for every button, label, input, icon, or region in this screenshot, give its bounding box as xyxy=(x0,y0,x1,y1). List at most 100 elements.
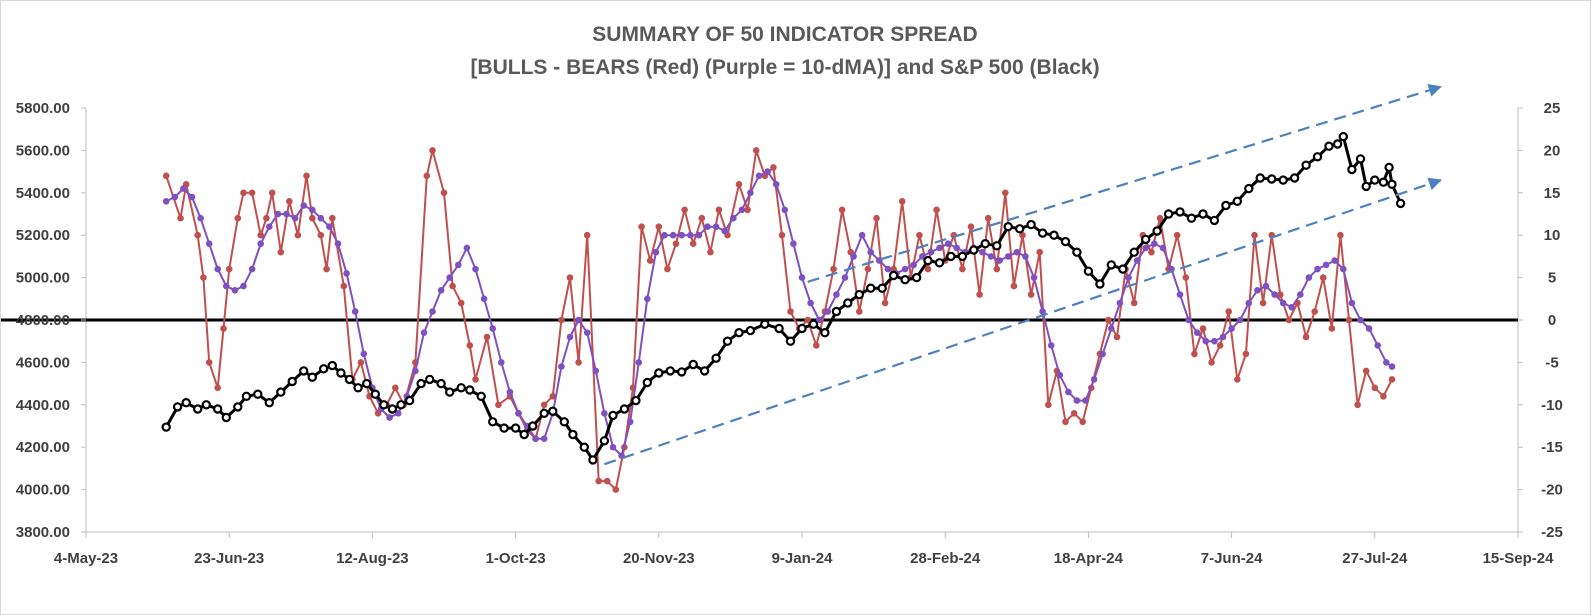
data-point xyxy=(1152,226,1162,236)
right-tick-label: 15 xyxy=(1544,185,1561,202)
trend-arrow xyxy=(807,83,1442,283)
data-point xyxy=(194,231,201,239)
data-point xyxy=(721,227,728,235)
data-point xyxy=(1297,291,1304,298)
data-point xyxy=(936,244,943,252)
left-tick-label: 5400.00 xyxy=(16,185,70,202)
data-point xyxy=(221,412,231,423)
data-point xyxy=(319,364,329,374)
data-point xyxy=(445,387,455,397)
data-point xyxy=(343,270,350,277)
data-point xyxy=(1173,231,1181,239)
data-point xyxy=(506,388,514,396)
data-point xyxy=(379,400,389,410)
data-point xyxy=(672,240,680,247)
data-point xyxy=(344,374,355,385)
data-point xyxy=(1288,304,1295,311)
x-tick-label: 23-Jun-23 xyxy=(194,550,264,567)
data-point xyxy=(423,172,431,180)
data-point xyxy=(772,181,780,188)
data-point xyxy=(1045,401,1052,409)
data-point xyxy=(1070,410,1078,417)
data-point xyxy=(323,265,330,273)
data-point xyxy=(661,231,668,239)
data-point xyxy=(1159,244,1167,252)
data-point xyxy=(959,265,966,273)
data-point xyxy=(1022,253,1029,260)
data-point xyxy=(1090,376,1098,383)
data-point xyxy=(404,395,415,406)
data-point xyxy=(689,240,697,247)
data-point xyxy=(300,202,308,209)
data-point xyxy=(1348,299,1356,307)
data-point xyxy=(813,342,820,349)
data-point xyxy=(1262,282,1270,290)
data-point xyxy=(646,257,654,264)
data-point xyxy=(253,389,263,399)
data-point xyxy=(241,391,252,401)
data-point xyxy=(1311,308,1318,315)
data-point xyxy=(1312,152,1323,162)
data-point xyxy=(212,404,223,414)
data-point xyxy=(1251,231,1258,239)
data-point xyxy=(317,231,325,239)
data-point xyxy=(664,265,671,273)
data-point xyxy=(181,398,191,408)
data-point xyxy=(1370,175,1380,185)
data-point xyxy=(850,253,857,260)
data-point xyxy=(1314,265,1321,273)
data-point xyxy=(425,374,435,385)
data-point xyxy=(1331,257,1338,264)
data-point xyxy=(161,422,171,432)
data-point xyxy=(838,206,846,214)
right-tick-label: -5 xyxy=(1545,354,1558,371)
data-point xyxy=(362,378,372,389)
data-point xyxy=(1347,164,1357,175)
data-point xyxy=(205,240,213,247)
data-point xyxy=(911,272,922,283)
left-tick-label: 5600.00 xyxy=(16,142,70,159)
data-point xyxy=(704,223,711,230)
data-point xyxy=(162,198,170,205)
data-point xyxy=(370,389,380,399)
data-point xyxy=(1182,274,1190,281)
data-point xyxy=(856,308,863,315)
data-point xyxy=(429,308,436,315)
data-point xyxy=(566,274,574,281)
data-point xyxy=(480,295,488,303)
data-point xyxy=(770,164,777,171)
data-point xyxy=(1185,316,1192,324)
data-point xyxy=(707,248,714,256)
data-point xyxy=(240,282,247,290)
data-point xyxy=(677,367,687,377)
data-point xyxy=(1388,376,1396,383)
data-point xyxy=(575,316,582,324)
data-point xyxy=(392,384,399,392)
data-point xyxy=(881,299,889,307)
data-point xyxy=(778,231,786,239)
data-point xyxy=(1202,337,1210,345)
data-point xyxy=(612,486,620,493)
data-point xyxy=(798,274,806,281)
right-tick-label: 10 xyxy=(1544,227,1561,244)
series-10-dma xyxy=(162,168,1396,460)
data-point xyxy=(214,384,221,392)
data-point xyxy=(416,378,426,389)
data-point xyxy=(900,275,910,285)
data-point xyxy=(1216,342,1224,349)
data-point xyxy=(695,231,703,239)
data-point xyxy=(843,298,853,308)
left-tick-label: 5200.00 xyxy=(16,227,70,244)
right-tick-label: -15 xyxy=(1541,439,1563,456)
data-point xyxy=(1278,175,1288,185)
data-point xyxy=(472,376,479,383)
x-tick-label: 18-Apr-24 xyxy=(1054,550,1124,567)
right-tick-label: -25 xyxy=(1541,524,1563,541)
data-point xyxy=(781,206,789,214)
data-point xyxy=(1015,224,1025,234)
data-point xyxy=(1163,209,1174,219)
data-point xyxy=(992,241,1002,251)
data-point xyxy=(495,401,502,409)
data-point xyxy=(1328,325,1336,332)
left-tick-label: 4800.00 xyxy=(16,312,70,329)
